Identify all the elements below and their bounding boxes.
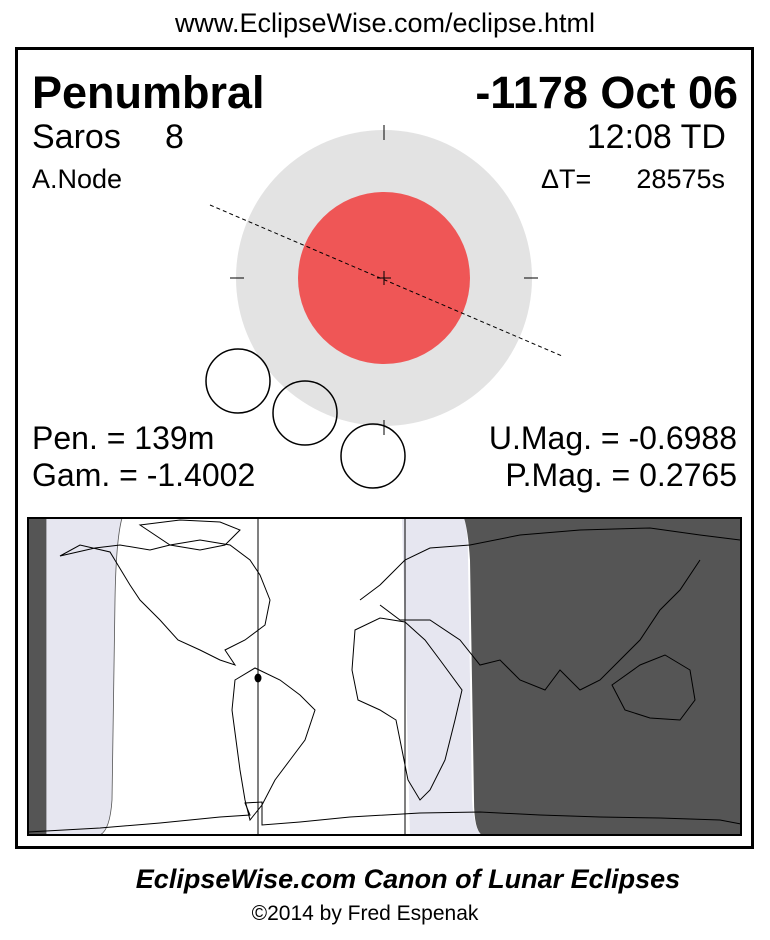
antarctica	[27, 801, 742, 833]
moon-last-contact	[340, 423, 406, 489]
header-url: www.EclipseWise.com/eclipse.html	[174, 8, 596, 38]
greenland	[138, 519, 241, 551]
moon-greatest-eclipse	[272, 380, 338, 446]
saros-label: Saros	[32, 118, 121, 156]
footer-title: EclipseWise.com Canon of Lunar Eclipses	[135, 864, 681, 894]
eclipse-frame	[15, 47, 754, 849]
north-america	[59, 539, 271, 666]
eclipse-date: -1178 Oct 06	[475, 67, 738, 118]
gamma: Gam. = -1.4002	[32, 457, 256, 493]
world-map	[27, 517, 742, 836]
night-zone-left	[28, 518, 46, 835]
europe-asia	[359, 527, 741, 691]
eclipse-time: 12:08 TD	[586, 118, 726, 156]
umbral-magnitude: U.Mag. = -0.6988	[488, 420, 737, 456]
moon-path-line	[209, 204, 563, 357]
penumbral-magnitude: P.Mag. = 0.2765	[505, 457, 737, 493]
night-zone-right	[464, 518, 741, 835]
saros-number: 8	[165, 118, 184, 156]
node: A.Node	[32, 164, 123, 194]
map-border	[27, 517, 742, 836]
axis-ticks	[230, 125, 538, 435]
penumbral-zone-right	[402, 518, 482, 835]
australia	[611, 654, 696, 721]
penumbral-duration: Pen. = 139m	[32, 420, 215, 456]
footer-copyright: ©2014 by Fred Espenak	[251, 902, 479, 925]
eclipse-type: Penumbral	[32, 67, 265, 118]
sub-lunar-point	[254, 673, 262, 683]
moon-first-contact	[205, 348, 271, 414]
delta-t-label: ΔT=	[541, 164, 592, 194]
south-america	[231, 667, 316, 822]
penumbral-zone-left	[45, 517, 123, 836]
africa	[351, 617, 463, 801]
delta-t-value: 28575s	[636, 164, 725, 194]
